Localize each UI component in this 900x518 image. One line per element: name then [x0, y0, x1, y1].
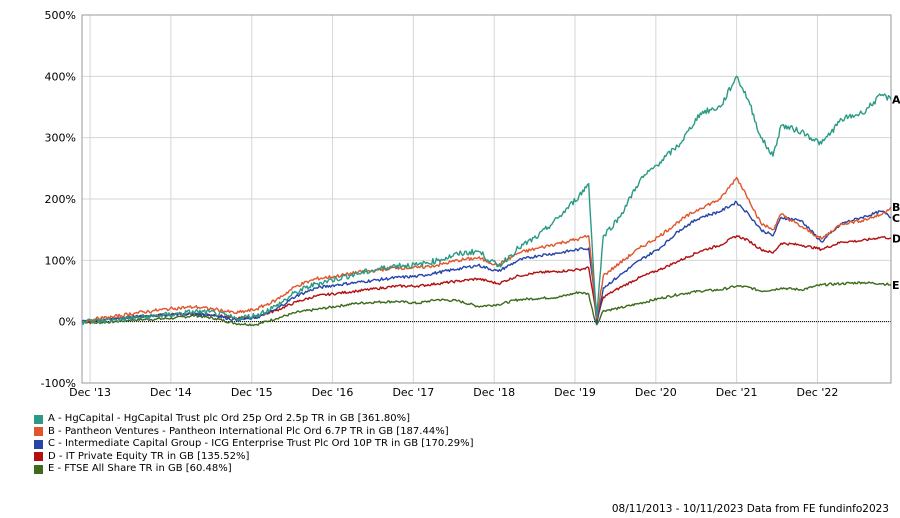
legend-swatch-c	[34, 439, 43, 449]
line-chart: 500%400%300%200%100%0%-100% Dec '13 Dec '…	[41, 9, 900, 399]
legend-swatch-e	[34, 464, 43, 474]
legend-item-b: B - Pantheon Ventures - Pantheon Interna…	[34, 426, 474, 439]
x-tick-label: Dec '22	[797, 386, 839, 399]
series-end-labels: A BCD E	[892, 94, 900, 292]
legend-swatch-d	[34, 452, 43, 462]
y-axis-labels: 500% 400% 300% 200% 100% 0% -100%	[41, 9, 76, 390]
legend-item-c: C - Intermediate Capital Group - ICG Ent…	[34, 438, 474, 451]
y-tick-label: 100%	[45, 254, 76, 267]
series-end-label-a: A	[892, 94, 900, 107]
series-end-label-d: D	[892, 232, 900, 245]
legend-item-e: E - FTSE All Share TR in GB [60.48%]	[34, 463, 474, 476]
series-end-label-c: C	[892, 212, 900, 225]
y-tick-label: -100%	[41, 377, 76, 390]
legend: A - HgCapital - HgCapital Trust plc Ord …	[34, 413, 474, 476]
legend-item-d: D - IT Private Equity TR in GB [135.52%]	[34, 451, 474, 464]
legend-item-a: A - HgCapital - HgCapital Trust plc Ord …	[34, 413, 474, 426]
y-tick-label: 300%	[45, 132, 76, 145]
plot-frame	[81, 14, 892, 384]
legend-label-c: C - Intermediate Capital Group - ICG Ent…	[48, 438, 474, 449]
series-line-e	[81, 281, 891, 327]
legend-swatch-b	[34, 427, 43, 437]
grid-lines	[81, 14, 892, 384]
y-tick-label: 0%	[59, 316, 76, 329]
y-tick-label: 200%	[45, 193, 76, 206]
legend-label-d: D - IT Private Equity TR in GB [135.52%]	[48, 450, 250, 462]
x-tick-label: Dec '15	[231, 386, 273, 399]
x-tick-label: Dec '19	[554, 386, 596, 399]
y-tick-label: 500%	[45, 9, 76, 22]
x-axis-labels: Dec '13 Dec '14 Dec '15 Dec '16 Dec '17 Dec '…	[69, 386, 838, 399]
x-tick-label: Dec '17	[392, 386, 434, 399]
x-tick-label: Dec '20	[635, 386, 677, 399]
legend-label-b: B - Pantheon Ventures - Pantheon Interna…	[48, 425, 449, 437]
date-range-footer: 08/11/2013 - 10/11/2023 Data from FE fun…	[611, 503, 889, 515]
series-end-label-b: B	[892, 201, 900, 214]
series-line-a	[81, 75, 892, 325]
y-tick-label: 400%	[45, 70, 76, 83]
legend-swatch-a	[34, 414, 43, 424]
x-tick-label: Dec '14	[150, 386, 192, 399]
legend-label-a: A - HgCapital - HgCapital Trust plc Ord …	[48, 413, 410, 424]
legend-label-e: E - FTSE All Share TR in GB [60.48%]	[48, 463, 232, 474]
x-tick-label: Dec '13	[69, 386, 111, 399]
x-tick-label: Dec '21	[716, 386, 758, 399]
x-tick-label: Dec '18	[473, 386, 515, 399]
series-lines	[81, 75, 892, 327]
series-line-d	[81, 235, 891, 323]
series-end-label-e: E	[892, 279, 900, 292]
x-tick-label: Dec '16	[312, 386, 354, 399]
